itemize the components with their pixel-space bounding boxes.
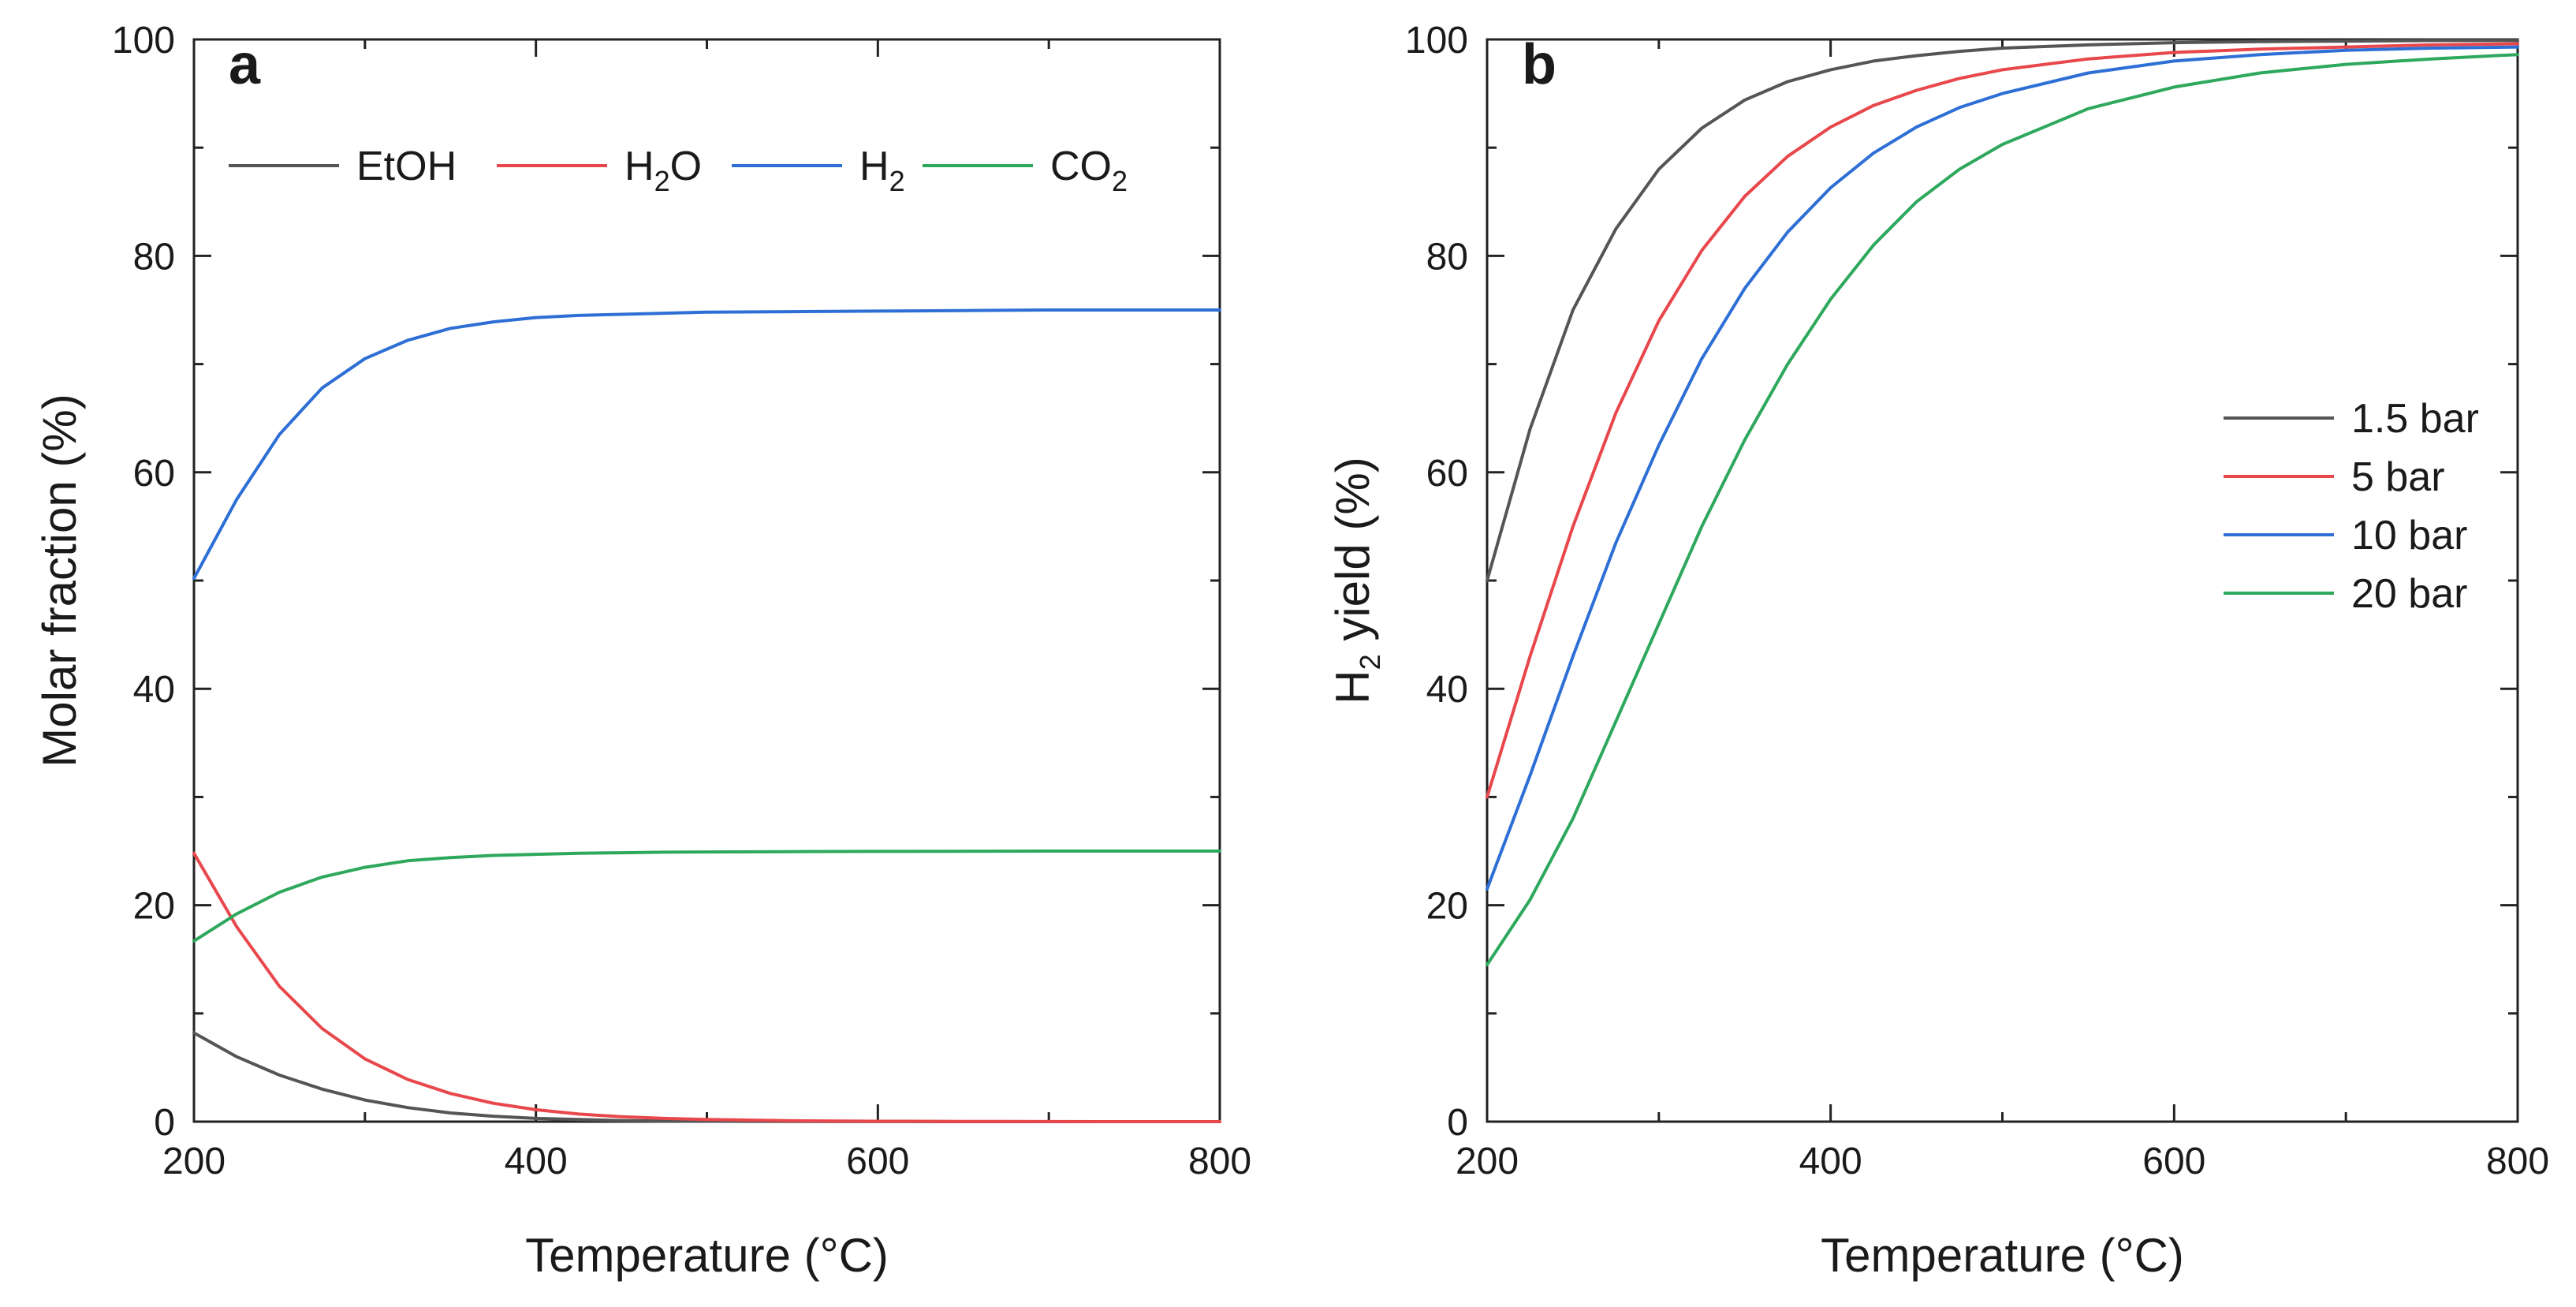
legend-label: EtOH	[356, 144, 457, 189]
label-tail: O	[670, 144, 702, 189]
y-tick-label: 20	[1426, 886, 1468, 928]
chart-panel-b: 200 400 600 800 0 20 40 60 80 100 Temperature (°C)…	[1326, 20, 2549, 1282]
series-line-h2	[192, 308, 1221, 581]
y-tick-label: 100	[1405, 20, 1468, 62]
label-tail: yield (%)	[1326, 457, 1379, 654]
y-tick-label: 40	[133, 669, 175, 711]
x-tick-label: 800	[2486, 1141, 2549, 1182]
legend-label: H2O	[624, 144, 702, 197]
x-tick-label: 600	[846, 1141, 909, 1182]
legend-label: 20 bar	[2351, 571, 2467, 617]
label-base: H	[1326, 670, 1379, 704]
x-tick-label: 600	[2142, 1141, 2205, 1182]
legend-label: 1.5 bar	[2351, 396, 2479, 442]
series-line-20-bar	[1486, 53, 2519, 967]
x-tick-label: 400	[1799, 1141, 1862, 1182]
panel-letter: b	[1522, 33, 1556, 96]
chart-panel-a: 200 400 600 800 0 20 40 60 80 100 Temperature (°C)…	[33, 20, 1251, 1282]
y-tick-label: 80	[1426, 236, 1468, 278]
legend-label: CO2	[1050, 144, 1128, 197]
y-axis-title: H2 yield (%)	[1326, 457, 1386, 704]
label-base: CO	[1050, 144, 1112, 189]
legend-label: 5 bar	[2351, 454, 2445, 500]
legend-label: H2	[859, 144, 905, 197]
y-tick-label: 0	[154, 1102, 175, 1144]
label-subscript: 2	[1112, 165, 1128, 197]
y-tick-label: 60	[1426, 453, 1468, 495]
x-tick-label: 200	[1456, 1141, 1519, 1182]
y-tick-label: 20	[133, 886, 175, 928]
series-line-co2	[192, 850, 1221, 943]
y-tick-label: 40	[1426, 669, 1468, 711]
label-subscript: 2	[654, 165, 670, 197]
label-subscript: 2	[889, 165, 905, 197]
legend: EtOH H2O H2 CO2	[229, 144, 1128, 197]
legend-label: 10 bar	[2351, 513, 2467, 558]
label-base: H	[624, 144, 654, 189]
x-axis-title: Temperature (°C)	[525, 1229, 889, 1282]
label-base: H	[859, 144, 889, 189]
x-tick-label: 400	[505, 1141, 568, 1182]
y-tick-label: 100	[112, 20, 175, 62]
series-line-10-bar	[1486, 45, 2519, 891]
x-tick-label: 200	[162, 1141, 226, 1182]
series-line-h2o	[192, 851, 1221, 1123]
y-tick-label: 60	[133, 453, 175, 495]
series-line-1-5-bar	[1486, 39, 2519, 582]
y-tick-label: 80	[133, 236, 175, 278]
x-tick-label: 800	[1188, 1141, 1251, 1182]
label-subscript: 2	[1354, 654, 1386, 670]
y-tick-label: 0	[1447, 1102, 1468, 1144]
label-base: EtOH	[356, 144, 457, 189]
series-line-5-bar	[1486, 42, 2519, 799]
legend: 1.5 bar 5 bar 10 bar 20 bar	[2224, 396, 2479, 617]
plot-frame	[192, 38, 1221, 1123]
x-axis-title: Temperature (°C)	[1821, 1229, 2184, 1282]
y-axis-title: Molar fraction (%)	[33, 394, 86, 767]
panel-letter: a	[229, 33, 261, 96]
